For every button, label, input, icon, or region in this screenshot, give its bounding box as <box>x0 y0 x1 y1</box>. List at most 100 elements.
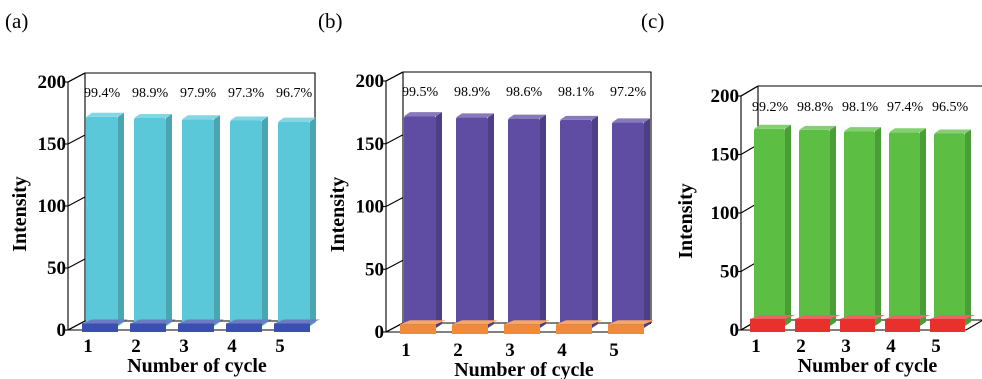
y-tick-label: 150 <box>711 145 740 166</box>
bar-3-top <box>844 127 881 132</box>
bar-4-side <box>262 116 268 326</box>
bar-2-side <box>166 113 172 327</box>
x-tick-label: 5 <box>931 336 941 357</box>
percent-label: 98.1% <box>558 85 595 100</box>
bar-5-side <box>965 129 971 326</box>
bar-4-top <box>560 115 598 120</box>
y-grid-slant <box>385 71 404 82</box>
base-bar-2-top <box>452 320 498 325</box>
bar-5-top <box>612 118 650 123</box>
y-tick-label: 50 <box>720 262 739 283</box>
percent-label: 97.4% <box>887 100 924 115</box>
y-grid-slant <box>67 72 86 83</box>
bar-2 <box>134 117 166 327</box>
y-tick-label: 50 <box>365 259 384 280</box>
chart-panel-a: (a) 0 50 100 150 200 99.4% 1 98.9% 2 97.9% 3 97.3% 4 9… <box>5 9 320 377</box>
x-tick-label: 1 <box>751 336 761 357</box>
y-grid-slant <box>67 196 86 207</box>
y-grid-slant <box>67 134 86 145</box>
y-tick-label: 150 <box>356 134 385 155</box>
y-axis-title: Intensity <box>675 183 697 259</box>
bar-4 <box>889 132 920 326</box>
bar-2 <box>799 129 830 326</box>
y-grid-slant <box>385 259 404 270</box>
y-grid-slant <box>740 85 759 97</box>
x-tick-label: 2 <box>796 336 806 357</box>
y-grid-slant <box>67 320 86 331</box>
bar-1-side <box>436 112 442 328</box>
base-bar-3 <box>840 318 875 332</box>
bar-4-top <box>230 116 268 121</box>
percent-label: 98.9% <box>454 85 491 100</box>
x-axis-title: Number of cycle <box>127 355 267 377</box>
percent-label: 99.2% <box>752 100 789 115</box>
base-bar-1 <box>82 323 118 332</box>
panel-label: (c) <box>641 9 664 33</box>
base-bar-5 <box>930 318 965 332</box>
base-bar-4 <box>885 318 920 332</box>
back-wall <box>758 85 982 87</box>
base-bar-3-top <box>178 319 224 324</box>
percent-label: 97.3% <box>228 86 265 101</box>
chart-panel-b: (b) 0 50 100 150 200 99.5% 1 98.9% 2 98.6% 3 98.1% 4 9… <box>318 9 654 379</box>
base-bar-5 <box>608 324 644 334</box>
y-tick-label: 100 <box>711 203 740 224</box>
bar-5-top <box>278 117 316 122</box>
base-bar-1-top <box>750 314 795 319</box>
bar-5-side <box>310 117 316 327</box>
y-axis-title: Intensity <box>9 176 31 252</box>
percent-label: 97.2% <box>610 85 647 100</box>
y-tick-label: 200 <box>356 71 385 92</box>
bar-3-side <box>875 127 881 326</box>
back-wall <box>403 71 652 323</box>
x-tick-label: 4 <box>557 340 567 361</box>
base-bar-5-top <box>930 314 975 319</box>
x-tick-label: 1 <box>401 340 411 361</box>
panel-label: (a) <box>5 9 28 33</box>
base-bar-1-top <box>82 319 128 324</box>
bar-1-side <box>118 112 124 326</box>
bar-4-top <box>889 128 926 133</box>
bar-3-top <box>182 115 220 120</box>
percent-label: 98.9% <box>132 86 169 101</box>
percent-label: 97.9% <box>180 86 217 101</box>
y-tick-label: 0 <box>375 322 385 343</box>
chart-panel-c: (c) 0 50 100 150 200 99.2% 1 98.8% 2 98.1% 3 97.4% 4 9… <box>641 9 982 377</box>
x-tick-label: 4 <box>227 336 237 357</box>
base-bar-1-top <box>400 320 446 325</box>
bar-5-side <box>644 118 650 328</box>
x-tick-label: 5 <box>609 340 619 361</box>
base-bar-5-top <box>274 319 320 324</box>
base-bar-5-top <box>608 320 654 325</box>
base-bar-2 <box>130 323 166 332</box>
y-grid-slant <box>385 134 404 145</box>
percent-label: 98.6% <box>506 85 543 100</box>
bar-1-side <box>785 124 791 326</box>
bar-5-top <box>934 129 971 134</box>
bar-2-top <box>134 113 172 118</box>
bar-4 <box>560 119 592 328</box>
bar-1-top <box>754 124 791 129</box>
y-tick-label: 0 <box>57 320 67 341</box>
x-axis-title: Number of cycle <box>798 355 938 377</box>
y-grid-slant <box>385 197 404 207</box>
x-tick-label: 5 <box>275 336 285 357</box>
panel-label: (b) <box>318 9 343 33</box>
bar-1 <box>404 116 436 328</box>
bar-1 <box>86 116 118 326</box>
percent-label: 99.5% <box>402 85 439 100</box>
bar-4-side <box>592 115 598 328</box>
x-tick-label: 2 <box>453 340 463 361</box>
bar-1-top <box>404 112 442 117</box>
bar-3-side <box>540 114 546 329</box>
base-bar-2-top <box>795 314 840 319</box>
base-bar-4-top <box>226 319 272 324</box>
bar-3 <box>182 119 214 326</box>
bar-4 <box>230 120 262 326</box>
y-tick-label: 200 <box>38 72 67 93</box>
x-axis-title: Number of cycle <box>454 359 594 379</box>
base-bar-4 <box>226 323 262 332</box>
base-bar-3 <box>504 324 540 334</box>
base-bar-1 <box>750 318 785 332</box>
